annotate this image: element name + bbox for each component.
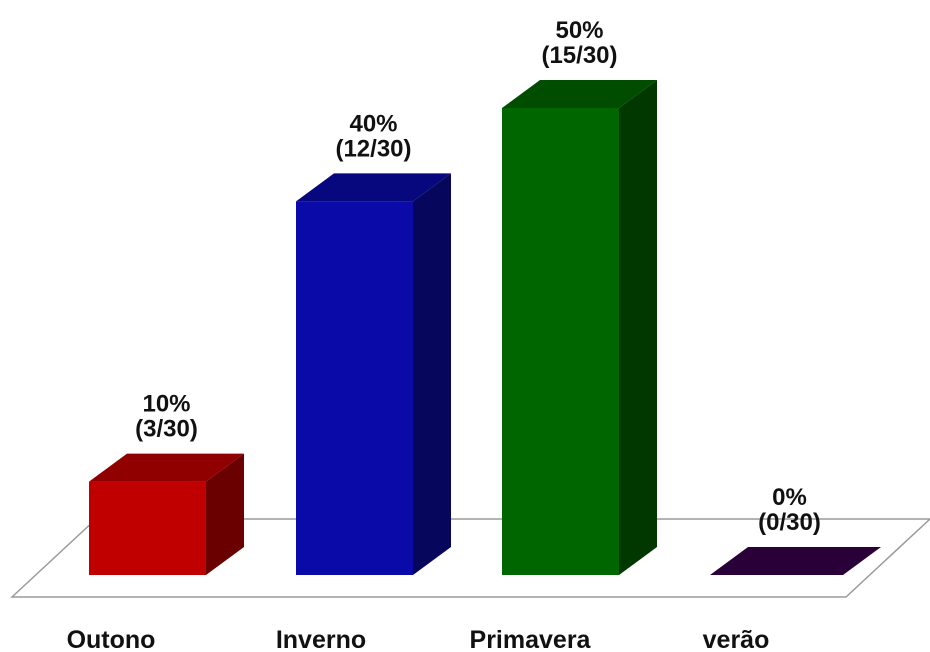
ratio-label: (3/30) [135, 416, 198, 443]
value-label: 0% [772, 484, 807, 511]
category-label: Primavera [470, 626, 592, 652]
bar-0 [89, 453, 244, 575]
bar-top [710, 547, 881, 575]
bar-front [502, 108, 619, 575]
ratio-label: (12/30) [335, 135, 411, 162]
category-label: verão [703, 626, 770, 652]
bar-top [502, 80, 657, 108]
bar-front [296, 201, 413, 575]
category-label: Outono [67, 626, 156, 652]
value-label: 40% [349, 110, 397, 137]
bar-top [89, 453, 244, 482]
bar-3 [710, 547, 881, 575]
bar-top [296, 173, 451, 202]
bar-front [89, 481, 206, 575]
ratio-label: (0/30) [758, 509, 821, 536]
bar-2 [502, 80, 657, 575]
value-label: 10% [142, 391, 190, 418]
value-label: 50% [555, 17, 603, 44]
bar-side [619, 80, 657, 575]
category-label: Inverno [276, 626, 366, 652]
bars-group [89, 80, 881, 575]
bar-1 [296, 173, 451, 575]
ratio-label: (15/30) [541, 42, 617, 69]
labels-group: 10%(3/30) Outono 40%(12/30) Inverno 50%(15/3… [67, 17, 821, 652]
bar-side [413, 173, 451, 575]
bar-side [206, 453, 244, 575]
